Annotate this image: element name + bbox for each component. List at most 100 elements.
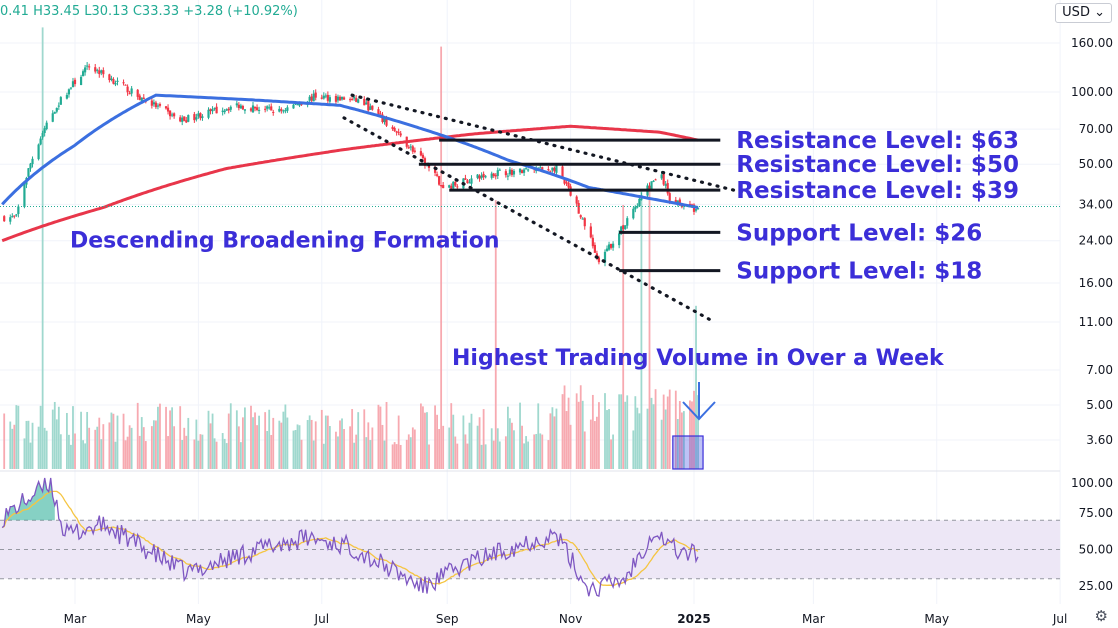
volume-bar [15,405,18,469]
volume-bar [492,440,495,469]
candle-body [257,109,261,111]
time-tick-label: Sep [436,612,459,626]
candle-body [634,206,637,210]
candle-body [650,181,653,190]
candle-body [57,105,60,107]
candle-body [112,79,115,84]
candle-body [484,176,487,178]
volume-bar [434,405,436,469]
volume-bar [695,305,697,469]
volume-bar [126,436,129,469]
gear-icon[interactable]: ⚙ [1094,607,1108,625]
volume-bar [173,426,176,469]
pattern-label: Descending Broadening Formation [70,229,499,254]
rsi-tick-label: 100.00 [1071,476,1113,490]
level-label: Resistance Level: $50 [736,152,1019,178]
time-tick-label: May [924,612,949,626]
volume-bar [666,396,669,469]
volume-bar [324,415,327,469]
volume-bar [144,441,147,469]
volume-bar [674,390,677,469]
candle-body [187,115,190,122]
volume-bar [193,439,196,469]
candle-body [411,146,414,152]
candle-body [168,110,172,117]
candle-body [122,82,125,84]
candle-body [272,111,275,113]
volume-bar [357,412,360,469]
volume-bar [320,409,323,469]
candle-body [298,103,301,106]
volume-bar [424,412,426,469]
candle-body [266,106,269,109]
volume-highlight-box [672,435,704,470]
candle-body [142,97,145,99]
candle-body [79,76,83,86]
candle-body [575,196,578,204]
candle-body [69,87,73,89]
candle-body [632,208,635,219]
volume-bar [27,420,30,469]
volume-bar [504,436,507,469]
candle-body [611,243,615,248]
candle-body [357,99,360,103]
candle-body [591,237,594,247]
candle-body [433,167,437,173]
trendline-upper [350,93,747,195]
volume-bar [498,441,501,469]
candle-body [577,203,580,214]
volume-bar [496,428,499,469]
candle-body [448,185,451,188]
volume-bar [128,425,131,469]
candle-body [29,163,32,169]
volume-bar [124,440,127,469]
volume-bar [634,396,637,469]
candle-body [166,107,170,112]
price-tick-label: 16.00 [1079,276,1113,290]
candle-body [603,251,607,263]
candle-body [207,109,210,118]
volume-bar [150,426,153,469]
candle-body [525,168,528,170]
price-tick-label: 5.00 [1086,398,1113,412]
candle-body [421,154,425,159]
volume-bar [312,440,315,469]
candle-body [438,176,441,185]
candle-body [156,105,160,107]
candle-body [154,102,158,108]
volume-bar [365,437,368,469]
currency-selector[interactable]: USD ⌄ [1055,3,1112,23]
candle-body [512,170,516,175]
candle-body [43,128,46,134]
candle-body [561,166,564,178]
volume-bars [3,27,699,470]
volume-bar [606,410,608,469]
candle-body [678,199,681,206]
volume-bar [70,444,72,469]
candle-body [310,96,313,101]
volume-bar [383,440,386,469]
time-tick-label: Jul [314,612,329,626]
volume-bar [96,426,99,469]
time-tick-label: Jul [1052,612,1067,626]
candle-body [53,112,56,114]
volume-bar [286,417,289,469]
candle-body [227,108,230,111]
chevron-down-icon: ⌄ [1094,5,1105,20]
candle-body [268,107,271,109]
rsi-tick-label: 50.00 [1079,543,1113,557]
volume-bar [66,412,68,469]
candle-body [440,185,443,187]
volume-bar [68,434,70,469]
volume-bar [23,438,26,469]
volume-bar [179,406,182,469]
candle-body [468,182,471,184]
volume-bar [523,443,525,469]
volume-bar [94,429,97,469]
volume-bar [678,401,681,469]
volume-bar [209,423,212,469]
volume-bar [371,427,374,469]
candle-body [81,71,85,77]
volume-bar [553,416,556,469]
